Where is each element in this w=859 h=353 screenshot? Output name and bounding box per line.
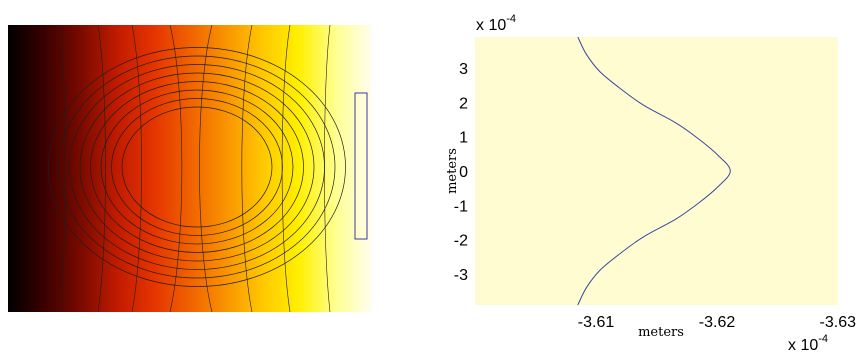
contour-ring <box>79 72 315 262</box>
field-line <box>199 25 213 312</box>
y-tick-label: 3 <box>459 61 468 78</box>
contour-ring <box>111 98 283 236</box>
y-tick-label: 1 <box>459 130 468 147</box>
x-axis-label: meters <box>638 325 684 340</box>
y-exponent-power: -4 <box>506 13 516 25</box>
x-exponent-label: x 10-4 <box>788 333 828 353</box>
x-exponent-base: x 10 <box>788 337 818 353</box>
contour-lines <box>48 25 346 312</box>
x-exponent-power: -4 <box>818 333 828 345</box>
y-tick-label: -2 <box>454 233 468 250</box>
y-tick-label: 0 <box>459 164 468 181</box>
x-tick-labels: -3.61 -3.62 -3.63 <box>578 314 856 331</box>
heatmap-panel <box>8 25 372 312</box>
field-line <box>131 25 142 312</box>
heatmap-field <box>8 25 372 312</box>
contour-ring <box>90 81 304 253</box>
series-line <box>577 36 731 306</box>
field-line <box>97 25 106 312</box>
y-tick-label: -3 <box>454 267 468 284</box>
heatmap-rectangle-outline <box>354 92 368 240</box>
plot-area <box>475 37 838 305</box>
field-line <box>59 25 66 312</box>
x-tick-label: -3.61 <box>578 314 615 331</box>
x-tick-label: -3.63 <box>820 314 857 331</box>
y-tick-label: -1 <box>454 198 468 215</box>
field-line <box>169 25 183 312</box>
y-exponent-base: x 10 <box>476 17 506 34</box>
field-line <box>281 25 291 312</box>
contour-ring <box>121 106 273 228</box>
contour-ring <box>58 55 336 279</box>
field-line <box>324 25 331 312</box>
contour-ring <box>48 47 346 287</box>
y-tick-labels: 3 2 1 0 -1 -2 -3 <box>454 61 468 284</box>
contour-ring <box>100 89 294 245</box>
x-tick-label: -3.62 <box>699 314 736 331</box>
field-line <box>241 25 253 312</box>
y-axis-label: meters <box>445 148 460 194</box>
y-exponent-label: x 10-4 <box>476 13 516 34</box>
y-tick-label: 2 <box>459 95 468 112</box>
